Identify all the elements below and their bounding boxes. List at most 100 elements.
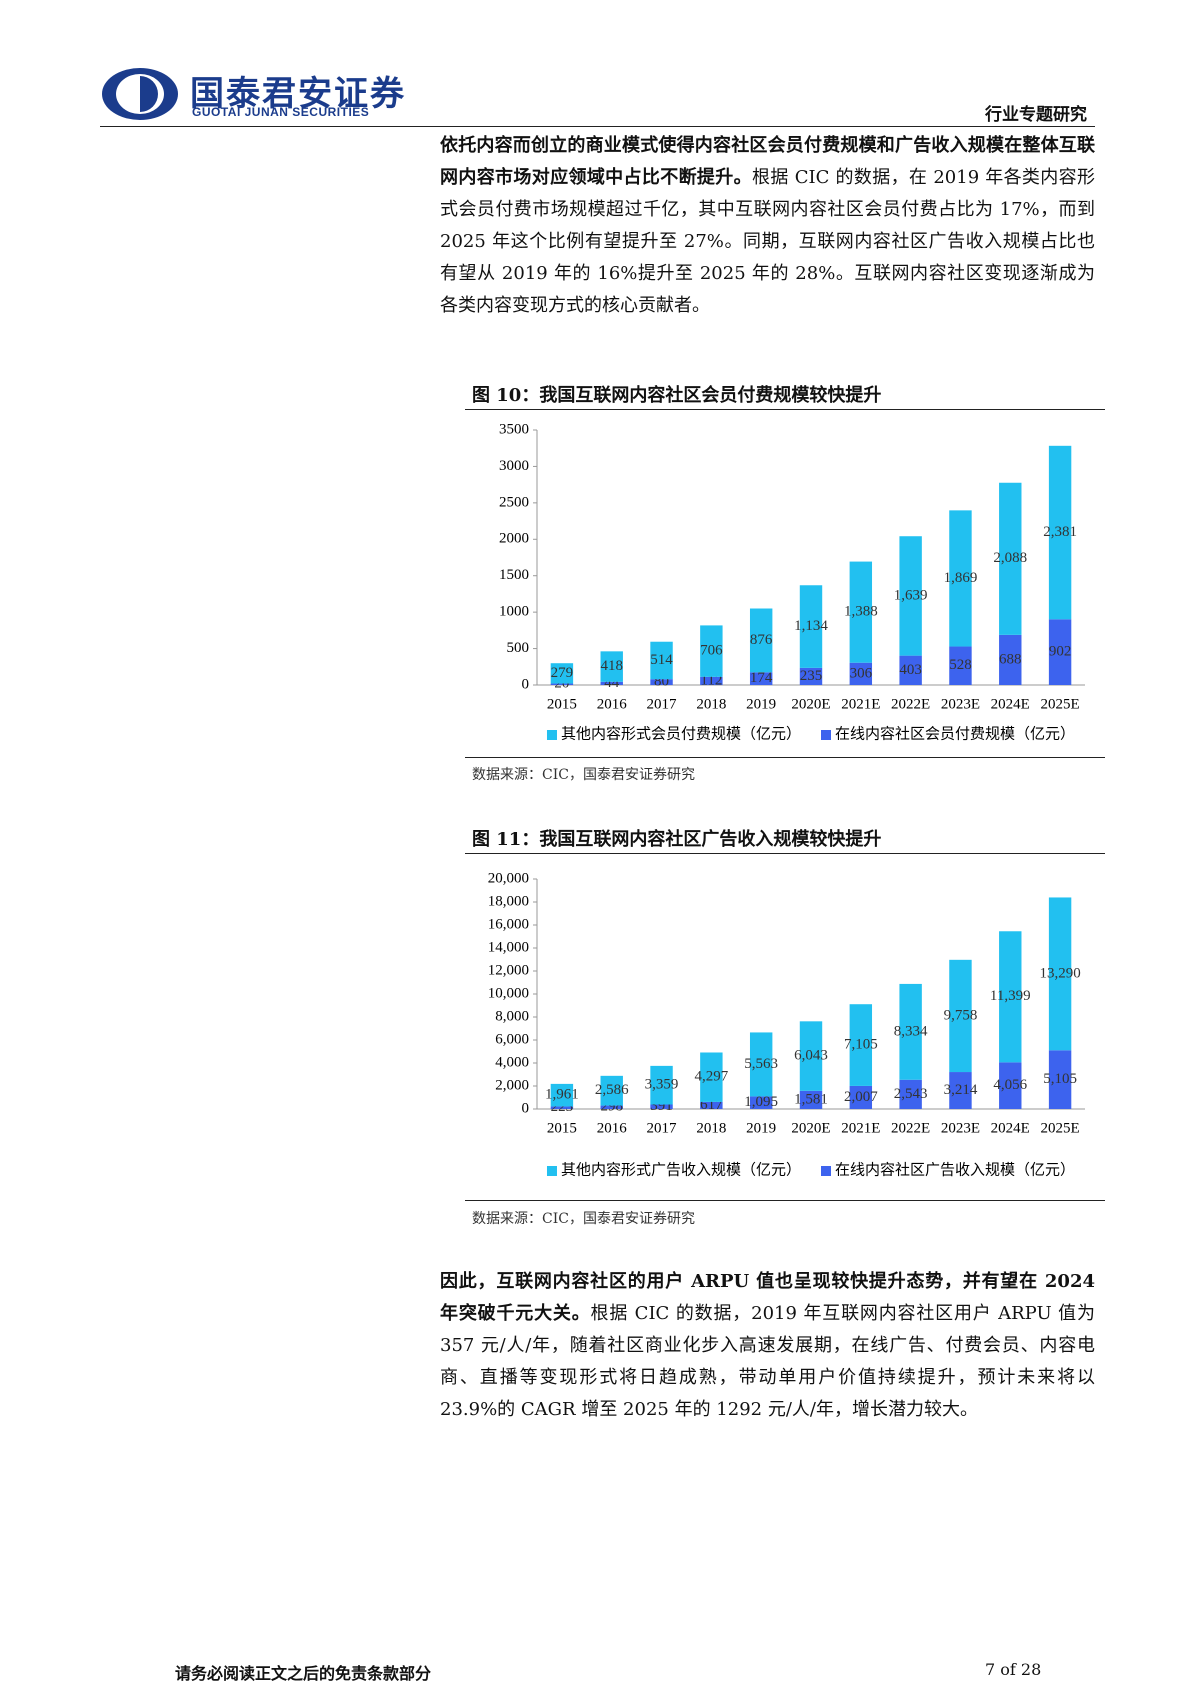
- bar-segment: [550, 663, 574, 684]
- x-tick-label: 2022E: [891, 696, 930, 712]
- data-label: 1,581: [794, 1091, 828, 1107]
- bar-segment: [700, 1052, 723, 1102]
- report-type: 行业专题研究: [985, 105, 1087, 125]
- page-number: 7 of 28: [985, 1660, 1042, 1679]
- legend-swatch: [546, 1166, 557, 1176]
- x-tick-label: 2016: [597, 1120, 628, 1136]
- bar-segment: [949, 510, 972, 647]
- x-tick-label: 2023E: [941, 1120, 980, 1136]
- chart-title: 图 11：我国互联网内容社区广告收入规模较快提升: [472, 829, 882, 850]
- bar-segment: [1048, 619, 1072, 685]
- bar-segment: [700, 676, 723, 685]
- data-label: 2,088: [993, 550, 1027, 566]
- data-label: 11,399: [990, 988, 1031, 1004]
- y-tick-label: 3500: [499, 421, 529, 437]
- y-tick-label: 20,000: [488, 870, 529, 886]
- chart-source: 数据来源：CIC，国泰君安证券研究: [472, 1211, 695, 1227]
- bar-segment: [550, 1083, 574, 1107]
- legend-label: 其他内容形式会员付费规模（亿元）: [561, 725, 801, 742]
- data-label: 3,359: [645, 1077, 679, 1093]
- data-label: 706: [700, 643, 723, 659]
- bar-segment: [849, 1085, 873, 1109]
- data-label: 1,134: [794, 618, 828, 634]
- y-tick-label: 4,000: [495, 1054, 529, 1070]
- bar-segment: [650, 679, 673, 685]
- x-tick-label: 2025E: [1041, 696, 1080, 712]
- data-label: 4,297: [694, 1069, 728, 1085]
- y-tick-label: 500: [507, 640, 530, 656]
- y-tick-label: 2,000: [495, 1077, 529, 1093]
- data-label: 1,961: [545, 1087, 579, 1103]
- bar-segment: [749, 1096, 773, 1109]
- bar-segment: [799, 585, 823, 668]
- data-label: 1,388: [844, 604, 878, 620]
- chart-rule: [465, 1200, 1105, 1201]
- bar-segment: [1048, 897, 1072, 1051]
- y-tick-label: 0: [522, 1100, 530, 1116]
- chart-title: 图 10：我国互联网内容社区会员付费规模较快提升: [472, 385, 882, 406]
- x-tick-label: 2020E: [791, 1120, 830, 1136]
- legend-swatch: [821, 1166, 831, 1176]
- bold-text: 因此，互联网内容社区的用户 ARPU 值也呈现较快提升态势，并有望在 2024 …: [440, 1271, 1095, 1324]
- x-tick-label: 2019: [746, 696, 776, 712]
- y-tick-label: 1000: [499, 604, 529, 620]
- bar-segment: [849, 1004, 873, 1086]
- x-tick-label: 2016: [597, 696, 628, 712]
- data-label: 5,105: [1043, 1071, 1077, 1087]
- bar-segment: [749, 672, 773, 685]
- bar-segment: [849, 662, 873, 685]
- data-label: 418: [600, 658, 623, 674]
- y-tick-label: 1500: [499, 567, 529, 583]
- bar-segment: [1048, 1050, 1072, 1109]
- bar-segment: [650, 1104, 673, 1109]
- bar-segment: [550, 683, 574, 685]
- legend-label: 在线内容社区广告收入规模（亿元）: [835, 1161, 1075, 1178]
- bar-segment: [999, 931, 1022, 1063]
- body-text: 根据 CIC 的数据，在 2019 年各类内容形式会员付费市场规模超过千亿，其中…: [440, 167, 1095, 316]
- x-tick-label: 2018: [696, 1120, 726, 1136]
- data-label: 2,586: [595, 1082, 629, 1098]
- bar-segment: [849, 561, 873, 663]
- y-tick-label: 6,000: [495, 1031, 529, 1047]
- bar-segment: [799, 1021, 823, 1091]
- chart-rule: [465, 853, 1105, 854]
- x-tick-label: 2015: [547, 1120, 577, 1136]
- data-label: 902: [1049, 644, 1072, 660]
- data-label: 3,214: [944, 1082, 978, 1098]
- bar-segment: [749, 1032, 773, 1097]
- data-label: 1,869: [944, 570, 978, 586]
- y-tick-label: 12,000: [488, 962, 529, 978]
- company-name: 国泰君安证券: [190, 74, 406, 114]
- bar-segment: [899, 1079, 922, 1109]
- y-tick-label: 0: [522, 676, 530, 692]
- x-tick-label: 2019: [746, 1120, 776, 1136]
- bar-segment: [999, 482, 1022, 635]
- bar-segment: [799, 667, 823, 685]
- data-label: 5,563: [744, 1056, 778, 1072]
- chart: 0 2,000 4,000 6,000 8,000 10,000 12,000 14,000 1…: [488, 870, 1085, 1178]
- legend-swatch: [546, 730, 557, 740]
- legend-swatch: [821, 730, 831, 740]
- data-label: 4,056: [993, 1077, 1027, 1093]
- data-label: 688: [999, 651, 1022, 667]
- x-tick-label: 2021E: [841, 696, 880, 712]
- bar-segment: [899, 983, 922, 1080]
- bar-segment: [600, 681, 623, 685]
- y-tick-label: 8,000: [495, 1008, 529, 1024]
- logo-mark: [102, 68, 178, 120]
- y-tick-label: 2000: [499, 531, 529, 547]
- bar-segment: [999, 634, 1022, 685]
- bar-segment: [700, 1101, 723, 1109]
- bar-segment: [550, 1106, 574, 1109]
- bar-segment: [600, 1105, 623, 1109]
- data-label: 13,290: [1039, 965, 1080, 981]
- data-label: 403: [899, 662, 922, 678]
- data-label: 6,043: [794, 1048, 828, 1064]
- company-name-en: GUOTAI JUNAN SECURITIES: [192, 105, 370, 119]
- bar-segment: [949, 1072, 972, 1109]
- chart: 0500100015002000250030003500201520279201…: [499, 421, 1085, 742]
- legend-label: 其他内容形式广告收入规模（亿元）: [561, 1161, 801, 1178]
- bar-segment: [949, 646, 972, 685]
- bar-segment: [600, 651, 623, 682]
